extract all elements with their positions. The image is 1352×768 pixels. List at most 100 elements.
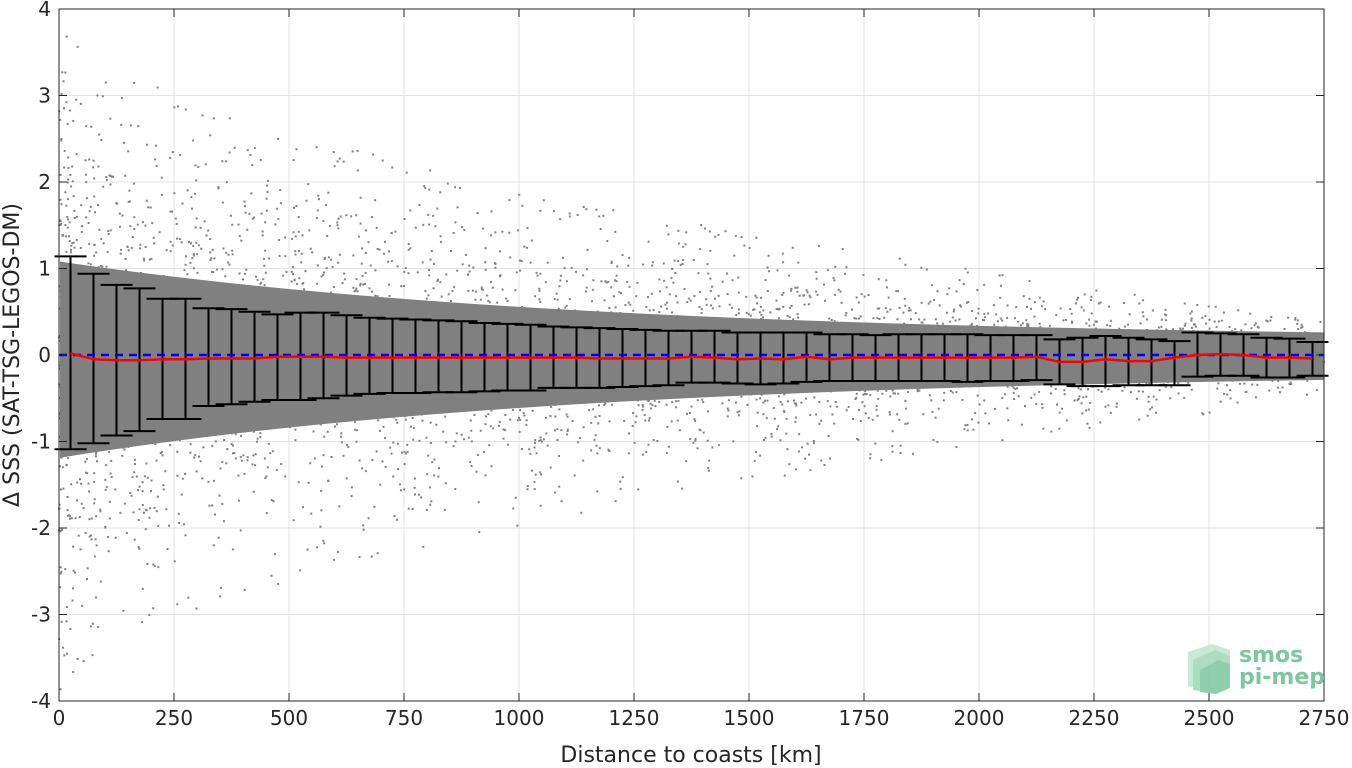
scatter-point (312, 430, 315, 433)
scatter-point (1092, 323, 1095, 326)
scatter-point (720, 366, 723, 369)
scatter-point (726, 272, 729, 275)
scatter-point (113, 442, 116, 445)
scatter-point (264, 221, 267, 224)
scatter-point (694, 419, 697, 422)
scatter-point (916, 377, 919, 380)
scatter-point (265, 209, 268, 212)
scatter-point (62, 646, 65, 649)
scatter-point (336, 320, 339, 323)
scatter-point (1193, 378, 1196, 381)
scatter-point (1074, 328, 1077, 331)
scatter-point (1248, 356, 1251, 359)
scatter-point (866, 339, 869, 342)
scatter-point (1107, 388, 1110, 391)
scatter-point (341, 359, 344, 362)
scatter-point (178, 521, 181, 524)
scatter-point (99, 289, 102, 292)
scatter-point (1076, 399, 1079, 402)
scatter-point (1083, 383, 1086, 386)
scatter-point (474, 367, 477, 370)
scatter-point (102, 242, 105, 245)
scatter-point (220, 586, 223, 589)
scatter-point (869, 394, 872, 397)
scatter-point (634, 337, 637, 340)
scatter-point (275, 468, 278, 471)
scatter-point (837, 288, 840, 291)
scatter-point (111, 340, 114, 343)
scatter-point (78, 267, 81, 270)
scatter-point (835, 370, 838, 373)
scatter-point (66, 393, 69, 396)
scatter-point (1177, 392, 1180, 395)
scatter-point (869, 453, 872, 456)
scatter-point (869, 352, 872, 355)
scatter-point (201, 477, 204, 480)
scatter-point (1063, 389, 1066, 392)
scatter-point (571, 391, 574, 394)
scatter-point (1074, 332, 1077, 335)
scatter-point (101, 360, 104, 363)
scatter-point (268, 405, 271, 408)
scatter-point (670, 325, 673, 328)
scatter-point (955, 391, 958, 394)
scatter-point (331, 402, 334, 405)
scatter-point (530, 309, 533, 312)
scatter-point (544, 416, 547, 419)
scatter-point (168, 299, 171, 302)
scatter-point (818, 361, 821, 364)
scatter-point (388, 302, 391, 305)
scatter-point (304, 270, 307, 273)
scatter-point (540, 379, 543, 382)
scatter-point (1256, 383, 1259, 386)
scatter-point (364, 369, 367, 372)
scatter-point (114, 488, 117, 491)
scatter-point (135, 279, 138, 282)
scatter-point (196, 330, 199, 333)
scatter-point (144, 386, 147, 389)
scatter-point (929, 381, 932, 384)
scatter-point (450, 406, 453, 409)
scatter-point (444, 382, 447, 385)
scatter-point (740, 373, 743, 376)
scatter-point (936, 290, 939, 293)
scatter-point (588, 376, 591, 379)
scatter-point (88, 535, 91, 538)
scatter-point (355, 407, 358, 410)
scatter-point (297, 230, 300, 233)
scatter-point (63, 313, 66, 316)
scatter-point (909, 309, 912, 312)
scatter-point (1243, 382, 1246, 385)
scatter-point (742, 378, 745, 381)
scatter-point (414, 226, 417, 229)
scatter-point (240, 434, 243, 437)
scatter-point (1305, 335, 1308, 338)
scatter-point (754, 342, 757, 345)
scatter-point (456, 206, 459, 209)
scatter-point (806, 442, 809, 445)
scatter-point (362, 326, 365, 329)
scatter-point (303, 365, 306, 368)
scatter-point (690, 405, 693, 408)
scatter-point (666, 326, 669, 329)
scatter-point (107, 345, 110, 348)
scatter-point (1114, 378, 1117, 381)
scatter-point (735, 318, 738, 321)
scatter-point (992, 370, 995, 373)
scatter-point (462, 377, 465, 380)
scatter-point (66, 383, 69, 386)
scatter-point (1168, 330, 1171, 333)
scatter-point (61, 278, 64, 281)
scatter-point (84, 460, 87, 463)
scatter-point (952, 310, 955, 313)
scatter-core-strip (616, 312, 618, 402)
scatter-point (138, 547, 141, 550)
scatter-point (225, 304, 228, 307)
scatter-point (1155, 411, 1158, 414)
scatter-point (986, 364, 989, 367)
scatter-point (84, 173, 87, 176)
scatter-point (832, 276, 835, 279)
scatter-point (1292, 369, 1295, 372)
scatter-point (688, 297, 691, 300)
scatter-point (349, 337, 352, 340)
